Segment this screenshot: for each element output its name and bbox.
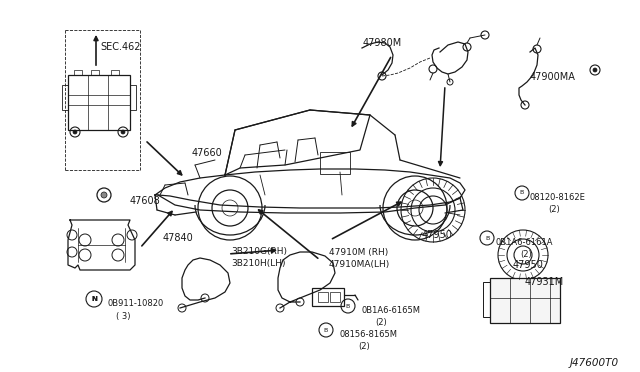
Text: 08120-8162E: 08120-8162E xyxy=(530,193,586,202)
Text: B: B xyxy=(324,327,328,333)
Bar xyxy=(130,85,136,110)
Text: 08156-8165M: 08156-8165M xyxy=(340,330,398,339)
Circle shape xyxy=(121,130,125,134)
Text: B: B xyxy=(520,190,524,196)
Text: 47931M: 47931M xyxy=(525,277,564,287)
Bar xyxy=(91,70,99,75)
Circle shape xyxy=(101,192,107,198)
Text: 47660: 47660 xyxy=(192,148,223,158)
Bar xyxy=(62,85,68,110)
Text: 47608: 47608 xyxy=(130,196,161,206)
Text: B: B xyxy=(346,304,350,308)
Text: 47950: 47950 xyxy=(513,260,544,270)
Bar xyxy=(318,292,328,302)
Text: SEC.462: SEC.462 xyxy=(100,42,141,52)
Text: 47910MA(LH): 47910MA(LH) xyxy=(329,260,390,269)
Circle shape xyxy=(73,130,77,134)
Bar xyxy=(483,282,490,317)
Text: 47950: 47950 xyxy=(422,230,453,240)
Text: 47980M: 47980M xyxy=(363,38,403,48)
Bar xyxy=(74,70,82,75)
Text: 3B210H(LH): 3B210H(LH) xyxy=(231,259,285,268)
Text: B: B xyxy=(485,235,489,241)
Text: (2): (2) xyxy=(520,250,532,259)
Text: N: N xyxy=(91,296,97,302)
Text: 0B1A6-6165M: 0B1A6-6165M xyxy=(361,306,420,315)
Text: 47910M (RH): 47910M (RH) xyxy=(329,248,388,257)
Text: N: N xyxy=(91,296,97,302)
Text: 0B1A6-6161A: 0B1A6-6161A xyxy=(496,238,554,247)
Text: (2): (2) xyxy=(358,342,370,351)
Bar xyxy=(490,278,560,323)
Text: 47900MA: 47900MA xyxy=(530,72,576,82)
Text: (2): (2) xyxy=(375,318,387,327)
Circle shape xyxy=(593,68,597,72)
Bar xyxy=(312,288,344,306)
Bar xyxy=(68,75,130,130)
Text: J47600T0: J47600T0 xyxy=(570,358,619,368)
Text: (2): (2) xyxy=(548,205,560,214)
Bar xyxy=(330,292,340,302)
Text: 0B911-10820: 0B911-10820 xyxy=(107,299,163,308)
Bar xyxy=(320,152,350,174)
Text: 3B210G(RH): 3B210G(RH) xyxy=(231,247,287,256)
Bar xyxy=(111,70,119,75)
Text: ( 3): ( 3) xyxy=(116,312,131,321)
Text: 47840: 47840 xyxy=(163,233,194,243)
